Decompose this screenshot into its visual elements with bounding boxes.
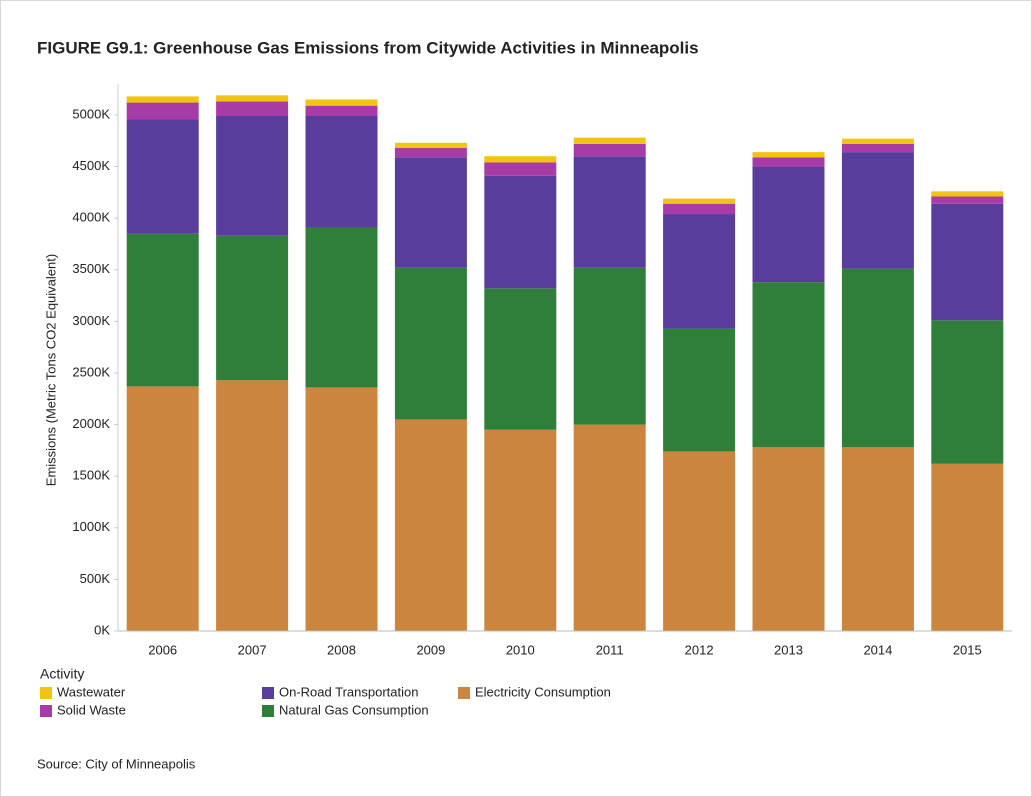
bar-segment <box>126 96 199 103</box>
y-tick-label: 3000K <box>72 313 110 328</box>
bar-segment <box>126 233 199 387</box>
bar-segment <box>394 267 467 420</box>
bar-segment <box>305 99 378 106</box>
y-tick-label: 1500K <box>72 468 110 483</box>
x-tick-label: 2013 <box>774 642 803 657</box>
y-tick-label: 3500K <box>72 261 110 276</box>
legend-swatch <box>40 687 52 699</box>
legend-swatch <box>262 705 274 717</box>
bar-segment <box>305 115 378 228</box>
bar-segment <box>841 152 914 269</box>
y-tick-label: 1000K <box>72 519 110 534</box>
legend-swatch <box>458 687 470 699</box>
legend-label: Wastewater <box>57 684 126 699</box>
legend-label: Natural Gas Consumption <box>279 702 429 717</box>
y-tick-label: 2500K <box>72 364 110 379</box>
x-tick-label: 2009 <box>416 642 445 657</box>
x-tick-label: 2007 <box>238 642 267 657</box>
bar-segment <box>573 267 646 425</box>
bar-segment <box>663 203 736 215</box>
bar-segment <box>216 380 289 631</box>
bar-segment <box>841 138 914 144</box>
bar-segment <box>931 320 1004 464</box>
legend-swatch <box>262 687 274 699</box>
bar-segment <box>931 203 1004 321</box>
x-tick-label: 2012 <box>685 642 714 657</box>
bar-segment <box>663 328 736 452</box>
x-tick-label: 2015 <box>953 642 982 657</box>
bar-segment <box>394 157 467 268</box>
x-tick-label: 2008 <box>327 642 356 657</box>
y-tick-label: 5000K <box>72 106 110 121</box>
bar-segment <box>663 198 736 204</box>
bar-segment <box>126 119 199 234</box>
bar-segment <box>305 105 378 116</box>
y-tick-label: 2000K <box>72 416 110 431</box>
x-tick-label: 2006 <box>148 642 177 657</box>
bar-segment <box>394 142 467 148</box>
bar-segment <box>752 166 825 283</box>
y-tick-label: 4000K <box>72 210 110 225</box>
bar-segment <box>752 282 825 448</box>
bar-segment <box>573 143 646 157</box>
bar-segment <box>394 147 467 158</box>
bar-segment <box>394 419 467 631</box>
bar-segment <box>484 175 557 289</box>
bar-segment <box>484 288 557 430</box>
legend-label: On-Road Transportation <box>279 684 418 699</box>
legend-label: Solid Waste <box>57 702 126 717</box>
bar-segment <box>663 451 736 631</box>
bar-segment <box>663 214 736 329</box>
bar-segment <box>841 447 914 631</box>
chart-title: FIGURE G9.1: Greenhouse Gas Emissions fr… <box>37 38 699 57</box>
x-tick-label: 2010 <box>506 642 535 657</box>
bar-segment <box>931 196 1004 204</box>
x-tick-label: 2011 <box>596 642 624 657</box>
bar-segment <box>931 463 1004 631</box>
bar-segment <box>216 115 289 236</box>
y-tick-label: 0K <box>94 622 110 637</box>
bar-segment <box>931 191 1004 197</box>
bar-segment <box>126 386 199 631</box>
bar-segment <box>841 268 914 448</box>
y-tick-label: 500K <box>80 571 111 586</box>
bar-segment <box>573 137 646 144</box>
bar-segment <box>484 162 557 176</box>
legend-label: Electricity Consumption <box>475 684 611 699</box>
bar-segment <box>752 157 825 167</box>
bar-segment <box>752 447 825 631</box>
bar-segment <box>573 156 646 268</box>
bar-segment <box>216 235 289 381</box>
legend-swatch <box>40 705 52 717</box>
bar-segment <box>484 429 557 631</box>
bar-segment <box>484 156 557 163</box>
bar-segment <box>305 227 378 388</box>
y-axis-label: Emissions (Metric Tons CO2 Equivalent) <box>43 254 58 486</box>
bar-segment <box>216 101 289 116</box>
bar-segment <box>573 424 646 631</box>
source: Source: City of Minneapolis <box>37 756 196 771</box>
bar-segment <box>305 387 378 631</box>
bar-segment <box>126 102 199 120</box>
bar-segment <box>216 95 289 102</box>
bar-segment <box>752 152 825 158</box>
y-tick-label: 4500K <box>72 158 110 173</box>
legend-title: Activity <box>40 666 84 682</box>
bar-segment <box>841 143 914 153</box>
x-tick-label: 2014 <box>863 642 892 657</box>
